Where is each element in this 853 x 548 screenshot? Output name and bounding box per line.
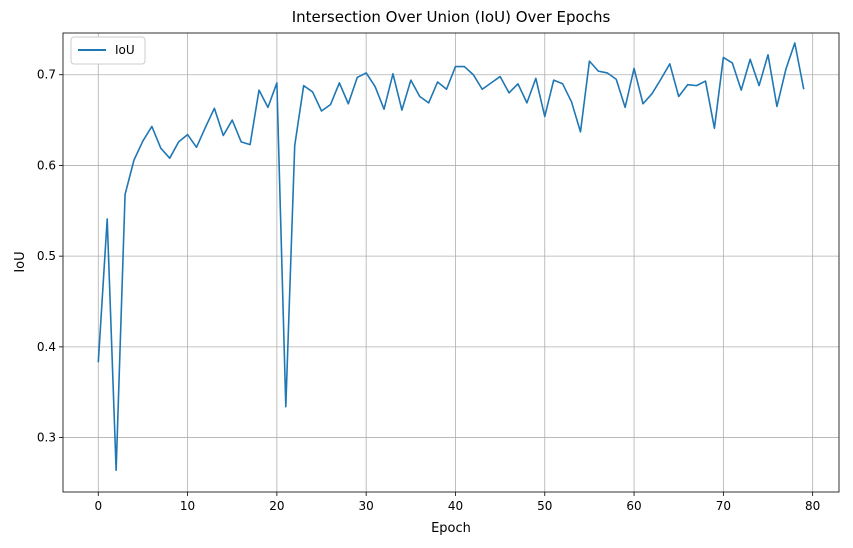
x-tick-label: 10: [180, 499, 195, 513]
y-tick-label: 0.7: [37, 68, 56, 82]
x-tick-label: 60: [626, 499, 641, 513]
iou-series-line: [97, 42, 805, 472]
y-tick-label: 0.4: [37, 340, 56, 354]
plot-frame: [62, 32, 840, 493]
x-axis-ticks: 0 10 20 30 40 50 60 70 80: [94, 492, 820, 513]
legend: IoU: [70, 36, 146, 65]
legend-box: [70, 36, 146, 65]
x-tick-label: 80: [805, 499, 820, 513]
x-tick-label: 40: [448, 499, 463, 513]
y-axis-ticks: 0.3 0.4 0.5 0.6 0.7: [37, 68, 63, 445]
x-tick-label: 0: [94, 499, 102, 513]
x-tick-label: 20: [269, 499, 284, 513]
y-tick-label: 0.5: [37, 249, 56, 263]
x-tick-label: 50: [537, 499, 552, 513]
y-axis-label: IoU: [13, 251, 28, 272]
legend-label: IoU: [115, 43, 135, 57]
series-layer: [97, 42, 805, 472]
x-axis-label: Epoch: [431, 521, 471, 536]
y-tick-label: 0.6: [37, 158, 56, 172]
y-tick-label: 0.3: [37, 431, 56, 445]
chart-title: Intersection Over Union (IoU) Over Epoch…: [292, 8, 611, 26]
grid-lines: [63, 33, 839, 492]
x-tick-label: 30: [359, 499, 374, 513]
x-tick-label: 70: [716, 499, 731, 513]
